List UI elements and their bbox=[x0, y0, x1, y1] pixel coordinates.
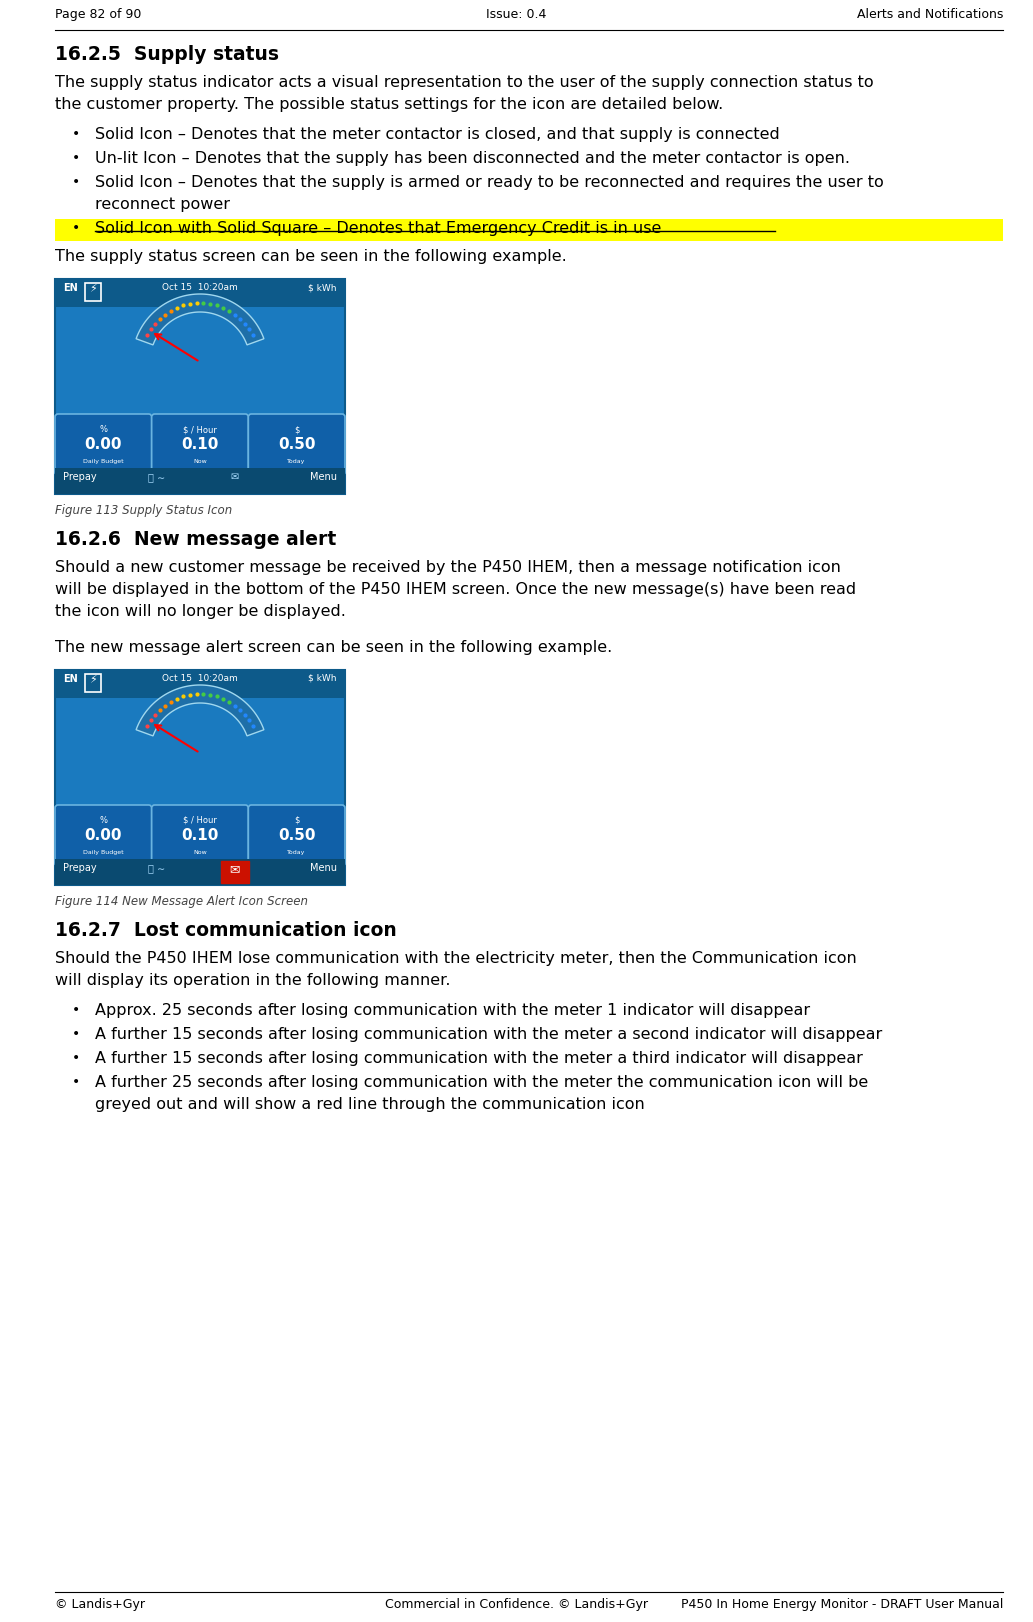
Text: •: • bbox=[72, 221, 81, 235]
Bar bbox=[85, 675, 101, 693]
Text: P450 In Home Energy Monitor - DRAFT User Manual: P450 In Home Energy Monitor - DRAFT User… bbox=[681, 1598, 1003, 1611]
Text: 0.50: 0.50 bbox=[278, 827, 315, 843]
Text: $ kWh: $ kWh bbox=[309, 675, 337, 683]
Text: Oct 15  10:20am: Oct 15 10:20am bbox=[162, 282, 238, 292]
Text: Page 82 of 90: Page 82 of 90 bbox=[55, 8, 142, 21]
Text: ⎕ ∼: ⎕ ∼ bbox=[148, 863, 165, 873]
Text: Should the P450 IHEM lose communication with the electricity meter, then the Com: Should the P450 IHEM lose communication … bbox=[55, 950, 856, 967]
Text: Prepay: Prepay bbox=[63, 863, 97, 873]
Bar bbox=[55, 279, 345, 307]
Text: will display its operation in the following manner.: will display its operation in the follow… bbox=[55, 973, 450, 988]
Text: •: • bbox=[72, 175, 81, 190]
Text: the customer property. The possible status settings for the icon are detailed be: the customer property. The possible stat… bbox=[55, 97, 723, 112]
Text: •: • bbox=[72, 151, 81, 165]
Text: %: % bbox=[99, 816, 107, 826]
Text: © Landis+Gyr: © Landis+Gyr bbox=[55, 1598, 145, 1611]
Text: Issue: 0.4: Issue: 0.4 bbox=[487, 8, 546, 21]
FancyBboxPatch shape bbox=[152, 414, 248, 475]
Text: Solid Icon – Denotes that the supply is armed or ready to be reconnected and req: Solid Icon – Denotes that the supply is … bbox=[95, 175, 884, 190]
Text: Today: Today bbox=[287, 459, 306, 464]
Text: Un-lit Icon – Denotes that the supply has been disconnected and the meter contac: Un-lit Icon – Denotes that the supply ha… bbox=[95, 151, 850, 165]
Text: ✉: ✉ bbox=[230, 472, 239, 482]
Text: 0.50: 0.50 bbox=[278, 436, 315, 453]
FancyBboxPatch shape bbox=[152, 805, 248, 866]
Text: Now: Now bbox=[193, 850, 207, 855]
Bar bbox=[55, 670, 345, 697]
Text: Menu: Menu bbox=[310, 863, 337, 873]
Text: Oct 15  10:20am: Oct 15 10:20am bbox=[162, 675, 238, 683]
Text: ⚡: ⚡ bbox=[89, 284, 97, 294]
Text: •: • bbox=[72, 1002, 81, 1017]
Text: Daily Budget: Daily Budget bbox=[83, 850, 124, 855]
Bar bbox=[55, 469, 345, 495]
FancyBboxPatch shape bbox=[248, 414, 345, 475]
Text: Alerts and Notifications: Alerts and Notifications bbox=[856, 8, 1003, 21]
Text: the icon will no longer be displayed.: the icon will no longer be displayed. bbox=[55, 603, 346, 620]
Text: greyed out and will show a red line through the communication icon: greyed out and will show a red line thro… bbox=[95, 1096, 645, 1113]
Bar bbox=[55, 670, 345, 886]
Text: $ / Hour: $ / Hour bbox=[183, 816, 217, 826]
Text: reconnect power: reconnect power bbox=[95, 196, 230, 212]
Text: 0.00: 0.00 bbox=[85, 827, 122, 843]
Bar bbox=[55, 219, 1003, 242]
Text: Solid Icon with Solid Square – Denotes that Emergency Credit is in use: Solid Icon with Solid Square – Denotes t… bbox=[95, 221, 661, 235]
Text: The supply status indicator acts a visual representation to the user of the supp: The supply status indicator acts a visua… bbox=[55, 75, 874, 89]
FancyBboxPatch shape bbox=[55, 414, 152, 475]
Text: A further 15 seconds after losing communication with the meter a third indicator: A further 15 seconds after losing commun… bbox=[95, 1051, 863, 1066]
Text: %: % bbox=[99, 425, 107, 435]
Text: 16.2.7  Lost communication icon: 16.2.7 Lost communication icon bbox=[55, 921, 397, 941]
Text: 0.10: 0.10 bbox=[182, 436, 219, 453]
Text: $ / Hour: $ / Hour bbox=[183, 425, 217, 435]
Text: 16.2.5  Supply status: 16.2.5 Supply status bbox=[55, 45, 279, 63]
Text: The new message alert screen can be seen in the following example.: The new message alert screen can be seen… bbox=[55, 641, 613, 655]
Text: Should a new customer message be received by the P450 IHEM, then a message notif: Should a new customer message be receive… bbox=[55, 560, 841, 576]
Text: $: $ bbox=[294, 816, 300, 826]
Text: Menu: Menu bbox=[310, 472, 337, 482]
Text: Figure 113 Supply Status Icon: Figure 113 Supply Status Icon bbox=[55, 504, 232, 517]
Text: 0.00: 0.00 bbox=[85, 436, 122, 453]
Text: 16.2.6  New message alert: 16.2.6 New message alert bbox=[55, 530, 337, 548]
Text: Prepay: Prepay bbox=[63, 472, 97, 482]
Text: Daily Budget: Daily Budget bbox=[83, 459, 124, 464]
Text: •: • bbox=[72, 127, 81, 141]
Text: •: • bbox=[72, 1027, 81, 1041]
Bar bbox=[85, 282, 101, 302]
Text: EN: EN bbox=[63, 675, 77, 684]
Text: A further 15 seconds after losing communication with the meter a second indicato: A further 15 seconds after losing commun… bbox=[95, 1027, 882, 1041]
Polygon shape bbox=[136, 294, 263, 345]
FancyBboxPatch shape bbox=[55, 805, 152, 866]
Text: •: • bbox=[72, 1051, 81, 1066]
Bar bbox=[221, 861, 249, 882]
Text: Today: Today bbox=[287, 850, 306, 855]
Text: Figure 114 New Message Alert Icon Screen: Figure 114 New Message Alert Icon Screen bbox=[55, 895, 308, 908]
Text: ✉: ✉ bbox=[229, 863, 240, 876]
Text: ⎕ ∼: ⎕ ∼ bbox=[148, 472, 165, 482]
Text: A further 25 seconds after losing communication with the meter the communication: A further 25 seconds after losing commun… bbox=[95, 1075, 869, 1090]
Text: Commercial in Confidence. © Landis+Gyr: Commercial in Confidence. © Landis+Gyr bbox=[385, 1598, 648, 1611]
Text: Approx. 25 seconds after losing communication with the meter 1 indicator will di: Approx. 25 seconds after losing communic… bbox=[95, 1002, 810, 1019]
Text: •: • bbox=[72, 1075, 81, 1088]
Text: $ kWh: $ kWh bbox=[309, 282, 337, 292]
Text: Now: Now bbox=[193, 459, 207, 464]
Text: ⚡: ⚡ bbox=[89, 675, 97, 684]
Bar bbox=[55, 279, 345, 495]
Text: will be displayed in the bottom of the P450 IHEM screen. Once the new message(s): will be displayed in the bottom of the P… bbox=[55, 582, 856, 597]
Polygon shape bbox=[136, 684, 263, 736]
Text: 0.10: 0.10 bbox=[182, 827, 219, 843]
Text: Solid Icon – Denotes that the meter contactor is closed, and that supply is conn: Solid Icon – Denotes that the meter cont… bbox=[95, 127, 780, 143]
Text: $: $ bbox=[294, 425, 300, 435]
Bar bbox=[55, 860, 345, 886]
Text: EN: EN bbox=[63, 282, 77, 294]
FancyBboxPatch shape bbox=[248, 805, 345, 866]
Text: The supply status screen can be seen in the following example.: The supply status screen can be seen in … bbox=[55, 250, 567, 264]
